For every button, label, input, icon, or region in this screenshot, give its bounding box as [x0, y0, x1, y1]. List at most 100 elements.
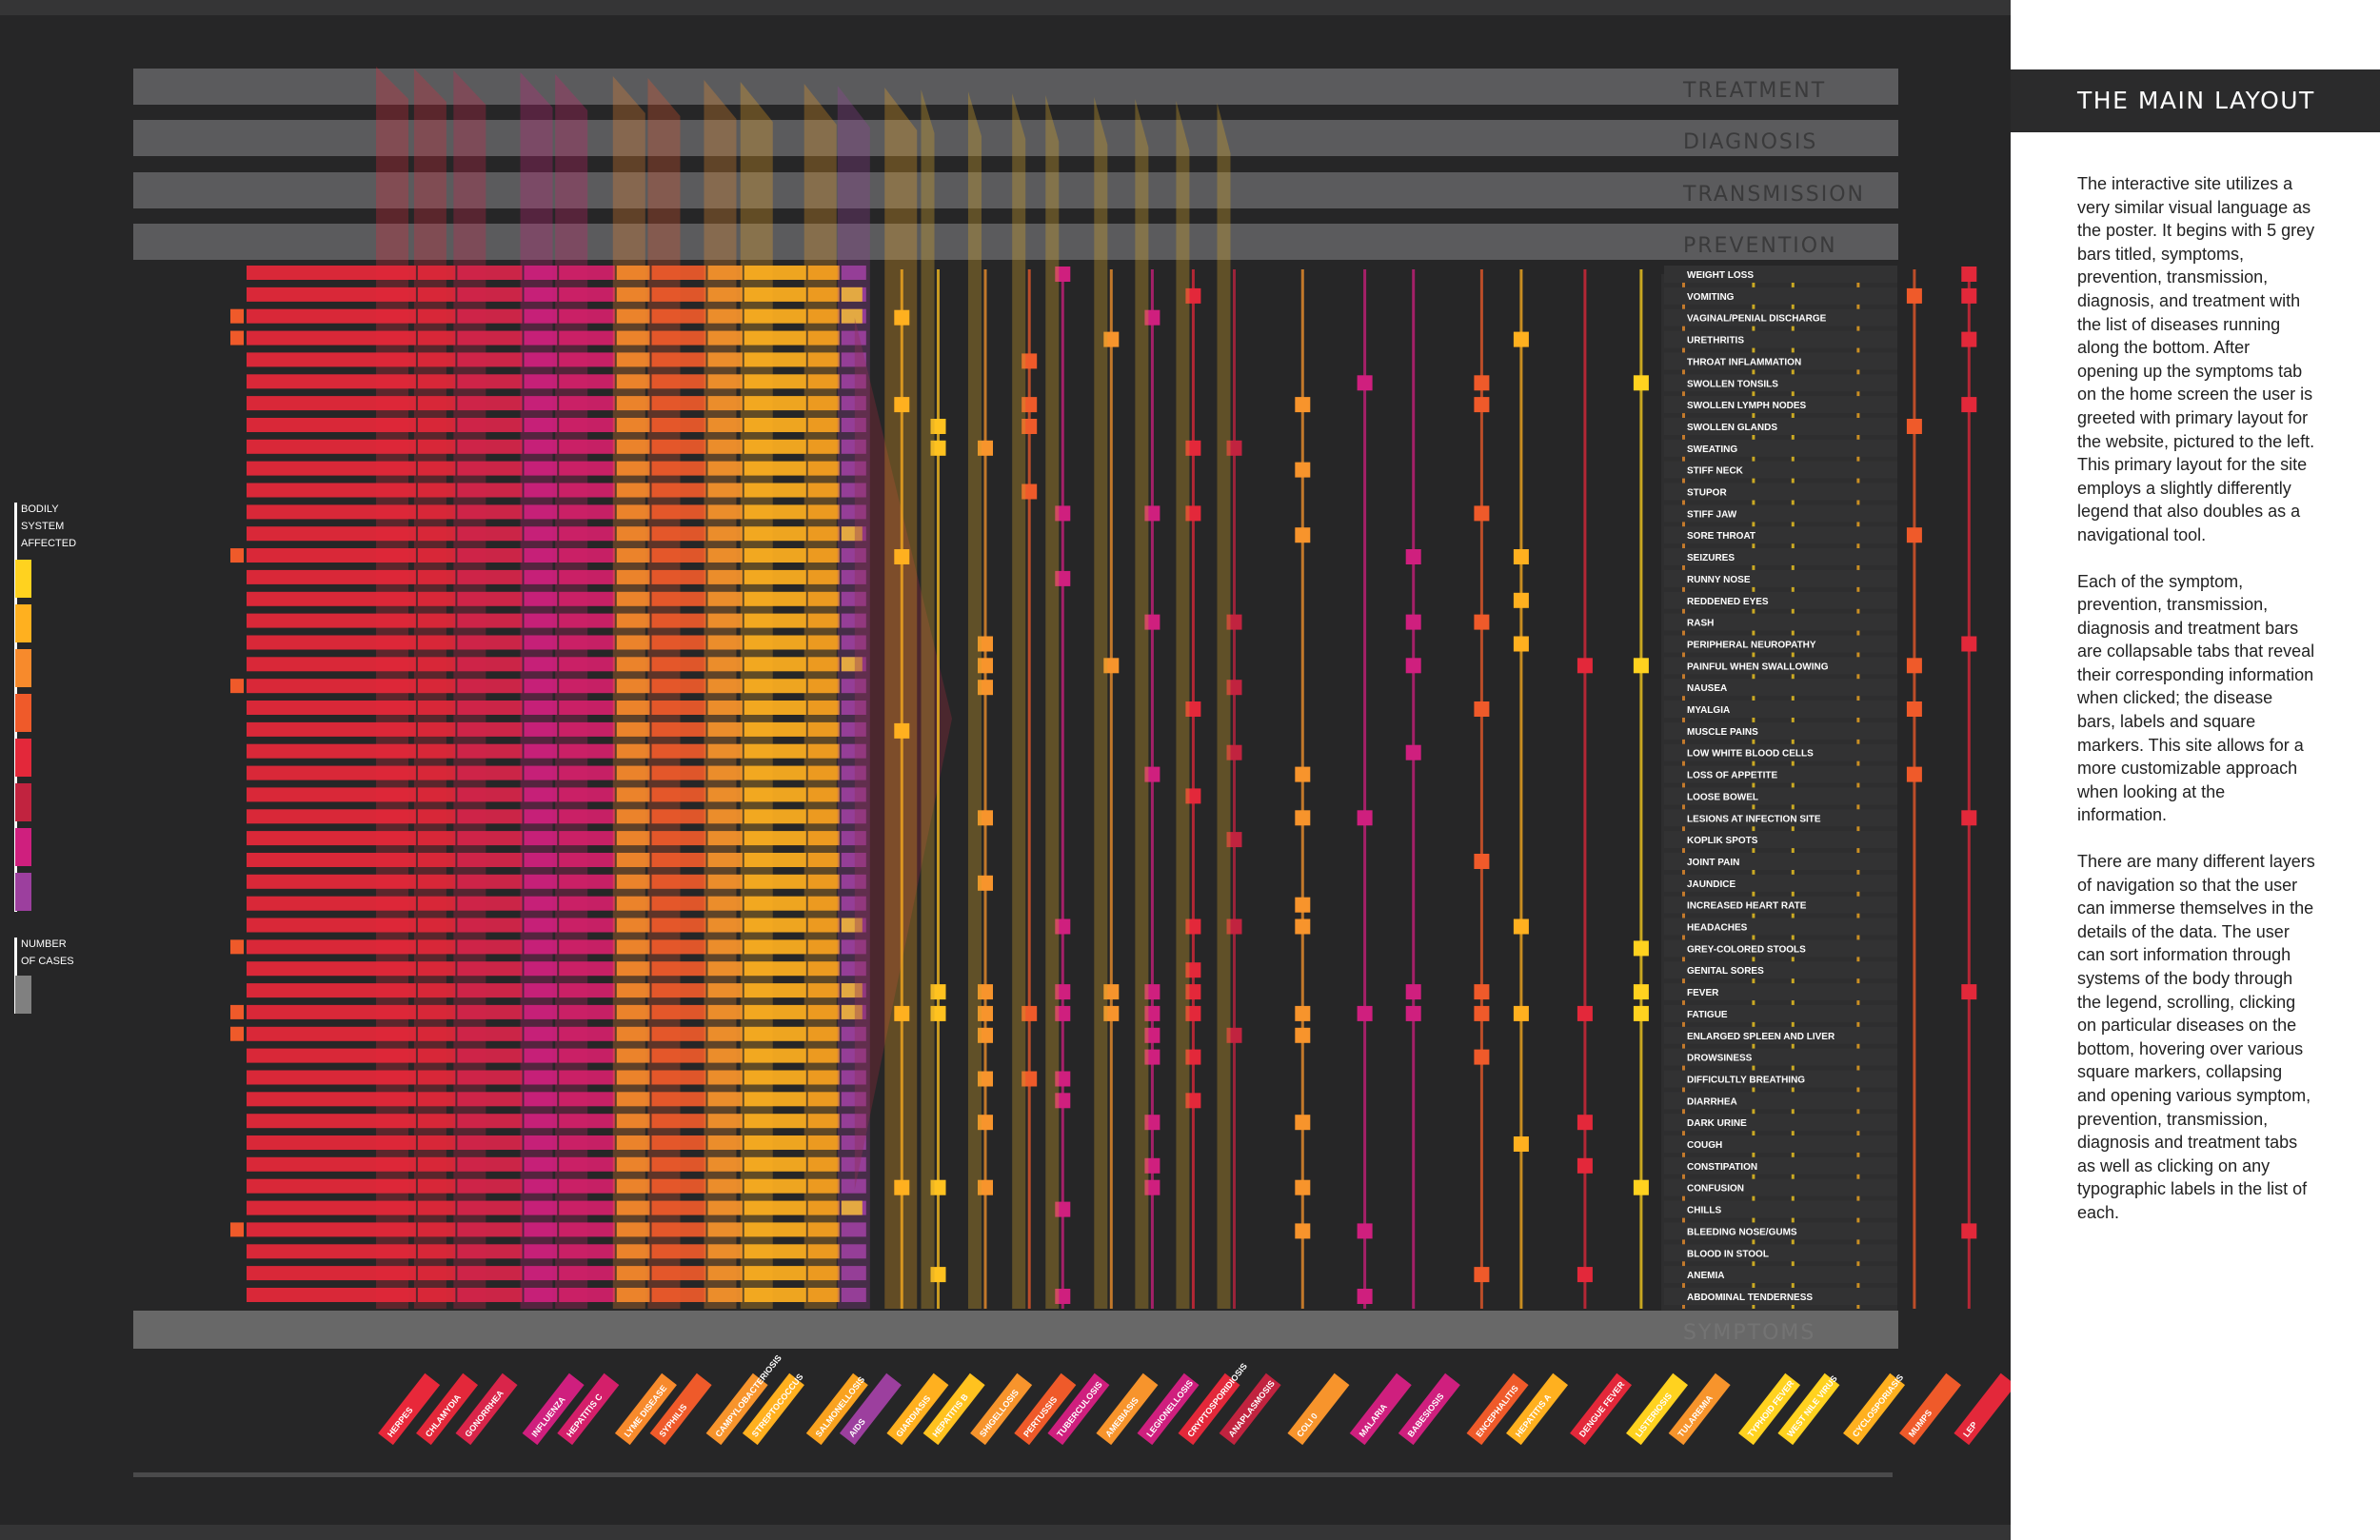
- tab-diagnosis[interactable]: [133, 120, 1898, 156]
- disease-bar-segment[interactable]: [707, 1114, 743, 1129]
- disease-bar-segment[interactable]: [707, 526, 743, 542]
- disease-bar-segment[interactable]: [559, 1200, 615, 1215]
- disease-bar-segment[interactable]: [651, 743, 706, 759]
- disease-bar-segment[interactable]: [559, 352, 615, 367]
- disease-bar-segment[interactable]: [616, 1004, 650, 1019]
- symptom-label[interactable]: FATIGUE: [1687, 1010, 1728, 1020]
- disease-bar-segment[interactable]: [841, 896, 866, 911]
- disease-bar-segment[interactable]: [807, 918, 840, 933]
- disease-label-flag[interactable]: [1349, 1372, 1412, 1446]
- disease-bar-segment[interactable]: [744, 266, 806, 280]
- disease-bar-segment[interactable]: [651, 721, 706, 737]
- symptom-row[interactable]: [1664, 1222, 1897, 1240]
- disease-bar-segment[interactable]: [807, 461, 840, 476]
- disease-bar-segment[interactable]: [707, 352, 743, 367]
- symptom-label[interactable]: SORE THROAT: [1687, 531, 1755, 542]
- symptom-row[interactable]: [1664, 374, 1897, 392]
- tab-label-diagnosis[interactable]: DIAGNOSIS: [1683, 130, 1817, 154]
- disease-bar-segment[interactable]: [247, 569, 416, 584]
- legend-system-swatch[interactable]: [15, 873, 31, 911]
- disease-bar-segment[interactable]: [744, 548, 806, 563]
- disease-bar-segment[interactable]: [457, 1070, 523, 1085]
- symptom-marker[interactable]: [1055, 1005, 1071, 1021]
- disease-bar-segment[interactable]: [707, 418, 743, 432]
- disease-bar-segment[interactable]: [616, 679, 650, 694]
- disease-bar-segment[interactable]: [651, 308, 706, 324]
- disease-bar-segment[interactable]: [616, 1266, 650, 1281]
- legend-system-swatch[interactable]: [15, 649, 31, 687]
- disease-label-group[interactable]: CYCLOSPORIASIS: [1843, 1369, 1908, 1446]
- disease-bar-segment[interactable]: [707, 918, 743, 933]
- symptom-marker[interactable]: [978, 636, 993, 652]
- disease-bar-segment[interactable]: [841, 1114, 866, 1129]
- symptom-marker[interactable]: [1474, 397, 1490, 413]
- symptom-row[interactable]: [1664, 765, 1897, 783]
- disease-bar-segment[interactable]: [744, 308, 806, 324]
- disease-bar-segment[interactable]: [807, 1244, 840, 1259]
- disease-bar-segment[interactable]: [457, 308, 523, 324]
- symptom-row[interactable]: [1664, 591, 1897, 609]
- disease-label-flag[interactable]: [886, 1372, 949, 1446]
- symptom-row[interactable]: [1664, 918, 1897, 936]
- disease-bar-segment[interactable]: [559, 1004, 615, 1019]
- disease-bar-segment[interactable]: [841, 439, 866, 454]
- disease-bar-segment[interactable]: [457, 787, 523, 802]
- tab-label-prevention[interactable]: PREVENTION: [1683, 234, 1837, 258]
- symptom-row[interactable]: [1664, 1004, 1897, 1022]
- disease-bar-segment[interactable]: [247, 1288, 416, 1302]
- disease-bar-segment[interactable]: [651, 765, 706, 780]
- symptom-row[interactable]: [1664, 809, 1897, 827]
- disease-bar-segment[interactable]: [744, 483, 806, 498]
- symptom-marker[interactable]: [1633, 1179, 1649, 1195]
- symptom-marker[interactable]: [1577, 1005, 1593, 1021]
- symptom-marker[interactable]: [1474, 854, 1490, 869]
- disease-bar-segment[interactable]: [417, 308, 456, 324]
- symptom-marker[interactable]: [1295, 810, 1311, 826]
- disease-bar-segment[interactable]: [559, 939, 615, 955]
- symptom-row[interactable]: [1664, 1070, 1897, 1088]
- symptom-marker[interactable]: [841, 308, 863, 324]
- disease-bar-segment[interactable]: [707, 1135, 743, 1150]
- disease-bar-segment[interactable]: [559, 286, 615, 302]
- symptom-marker[interactable]: [1906, 701, 1922, 717]
- disease-bar-segment[interactable]: [417, 1026, 456, 1041]
- symptom-marker[interactable]: [1226, 832, 1242, 848]
- symptom-marker[interactable]: [841, 286, 863, 302]
- symptom-label[interactable]: STIFF NECK: [1687, 466, 1744, 477]
- disease-bar-segment[interactable]: [744, 1266, 806, 1281]
- symptom-marker[interactable]: [894, 309, 910, 326]
- disease-bar-segment[interactable]: [457, 896, 523, 911]
- disease-bar-segment[interactable]: [841, 352, 866, 367]
- disease-label-flag[interactable]: [1954, 1372, 2011, 1446]
- symptom-marker[interactable]: [1513, 918, 1529, 935]
- disease-bar-segment[interactable]: [616, 853, 650, 867]
- symptom-row[interactable]: [1664, 396, 1897, 414]
- disease-label-flag[interactable]: [705, 1372, 768, 1446]
- disease-bar-segment[interactable]: [247, 613, 416, 628]
- disease-bar-segment[interactable]: [559, 918, 615, 933]
- disease-bar-segment[interactable]: [616, 526, 650, 542]
- disease-bar-segment[interactable]: [651, 1222, 706, 1237]
- disease-bar-segment[interactable]: [559, 591, 615, 606]
- disease-label-flag[interactable]: [1287, 1372, 1350, 1446]
- symptom-marker[interactable]: [1055, 1071, 1071, 1087]
- symptom-marker[interactable]: [1961, 1223, 1977, 1239]
- disease-bar-segment[interactable]: [841, 266, 866, 280]
- symptom-marker[interactable]: [894, 1179, 910, 1195]
- disease-bar-segment[interactable]: [744, 352, 806, 367]
- disease-bar-segment[interactable]: [457, 504, 523, 520]
- symptom-label[interactable]: JAUNDICE: [1687, 879, 1735, 890]
- disease-bar-segment[interactable]: [651, 439, 706, 454]
- symptom-marker[interactable]: [978, 680, 993, 696]
- symptom-marker[interactable]: [978, 1179, 993, 1195]
- disease-bar-segment[interactable]: [247, 1026, 416, 1041]
- disease-bar-segment[interactable]: [807, 504, 840, 520]
- disease-bar-segment[interactable]: [744, 635, 806, 650]
- disease-bar-segment[interactable]: [524, 1026, 558, 1041]
- disease-bar-segment[interactable]: [744, 787, 806, 802]
- symptom-marker[interactable]: [1144, 309, 1160, 326]
- disease-bar-segment[interactable]: [559, 635, 615, 650]
- disease-bar-segment[interactable]: [417, 1156, 456, 1172]
- symptom-marker[interactable]: [1144, 614, 1160, 630]
- symptom-marker[interactable]: [1405, 744, 1421, 760]
